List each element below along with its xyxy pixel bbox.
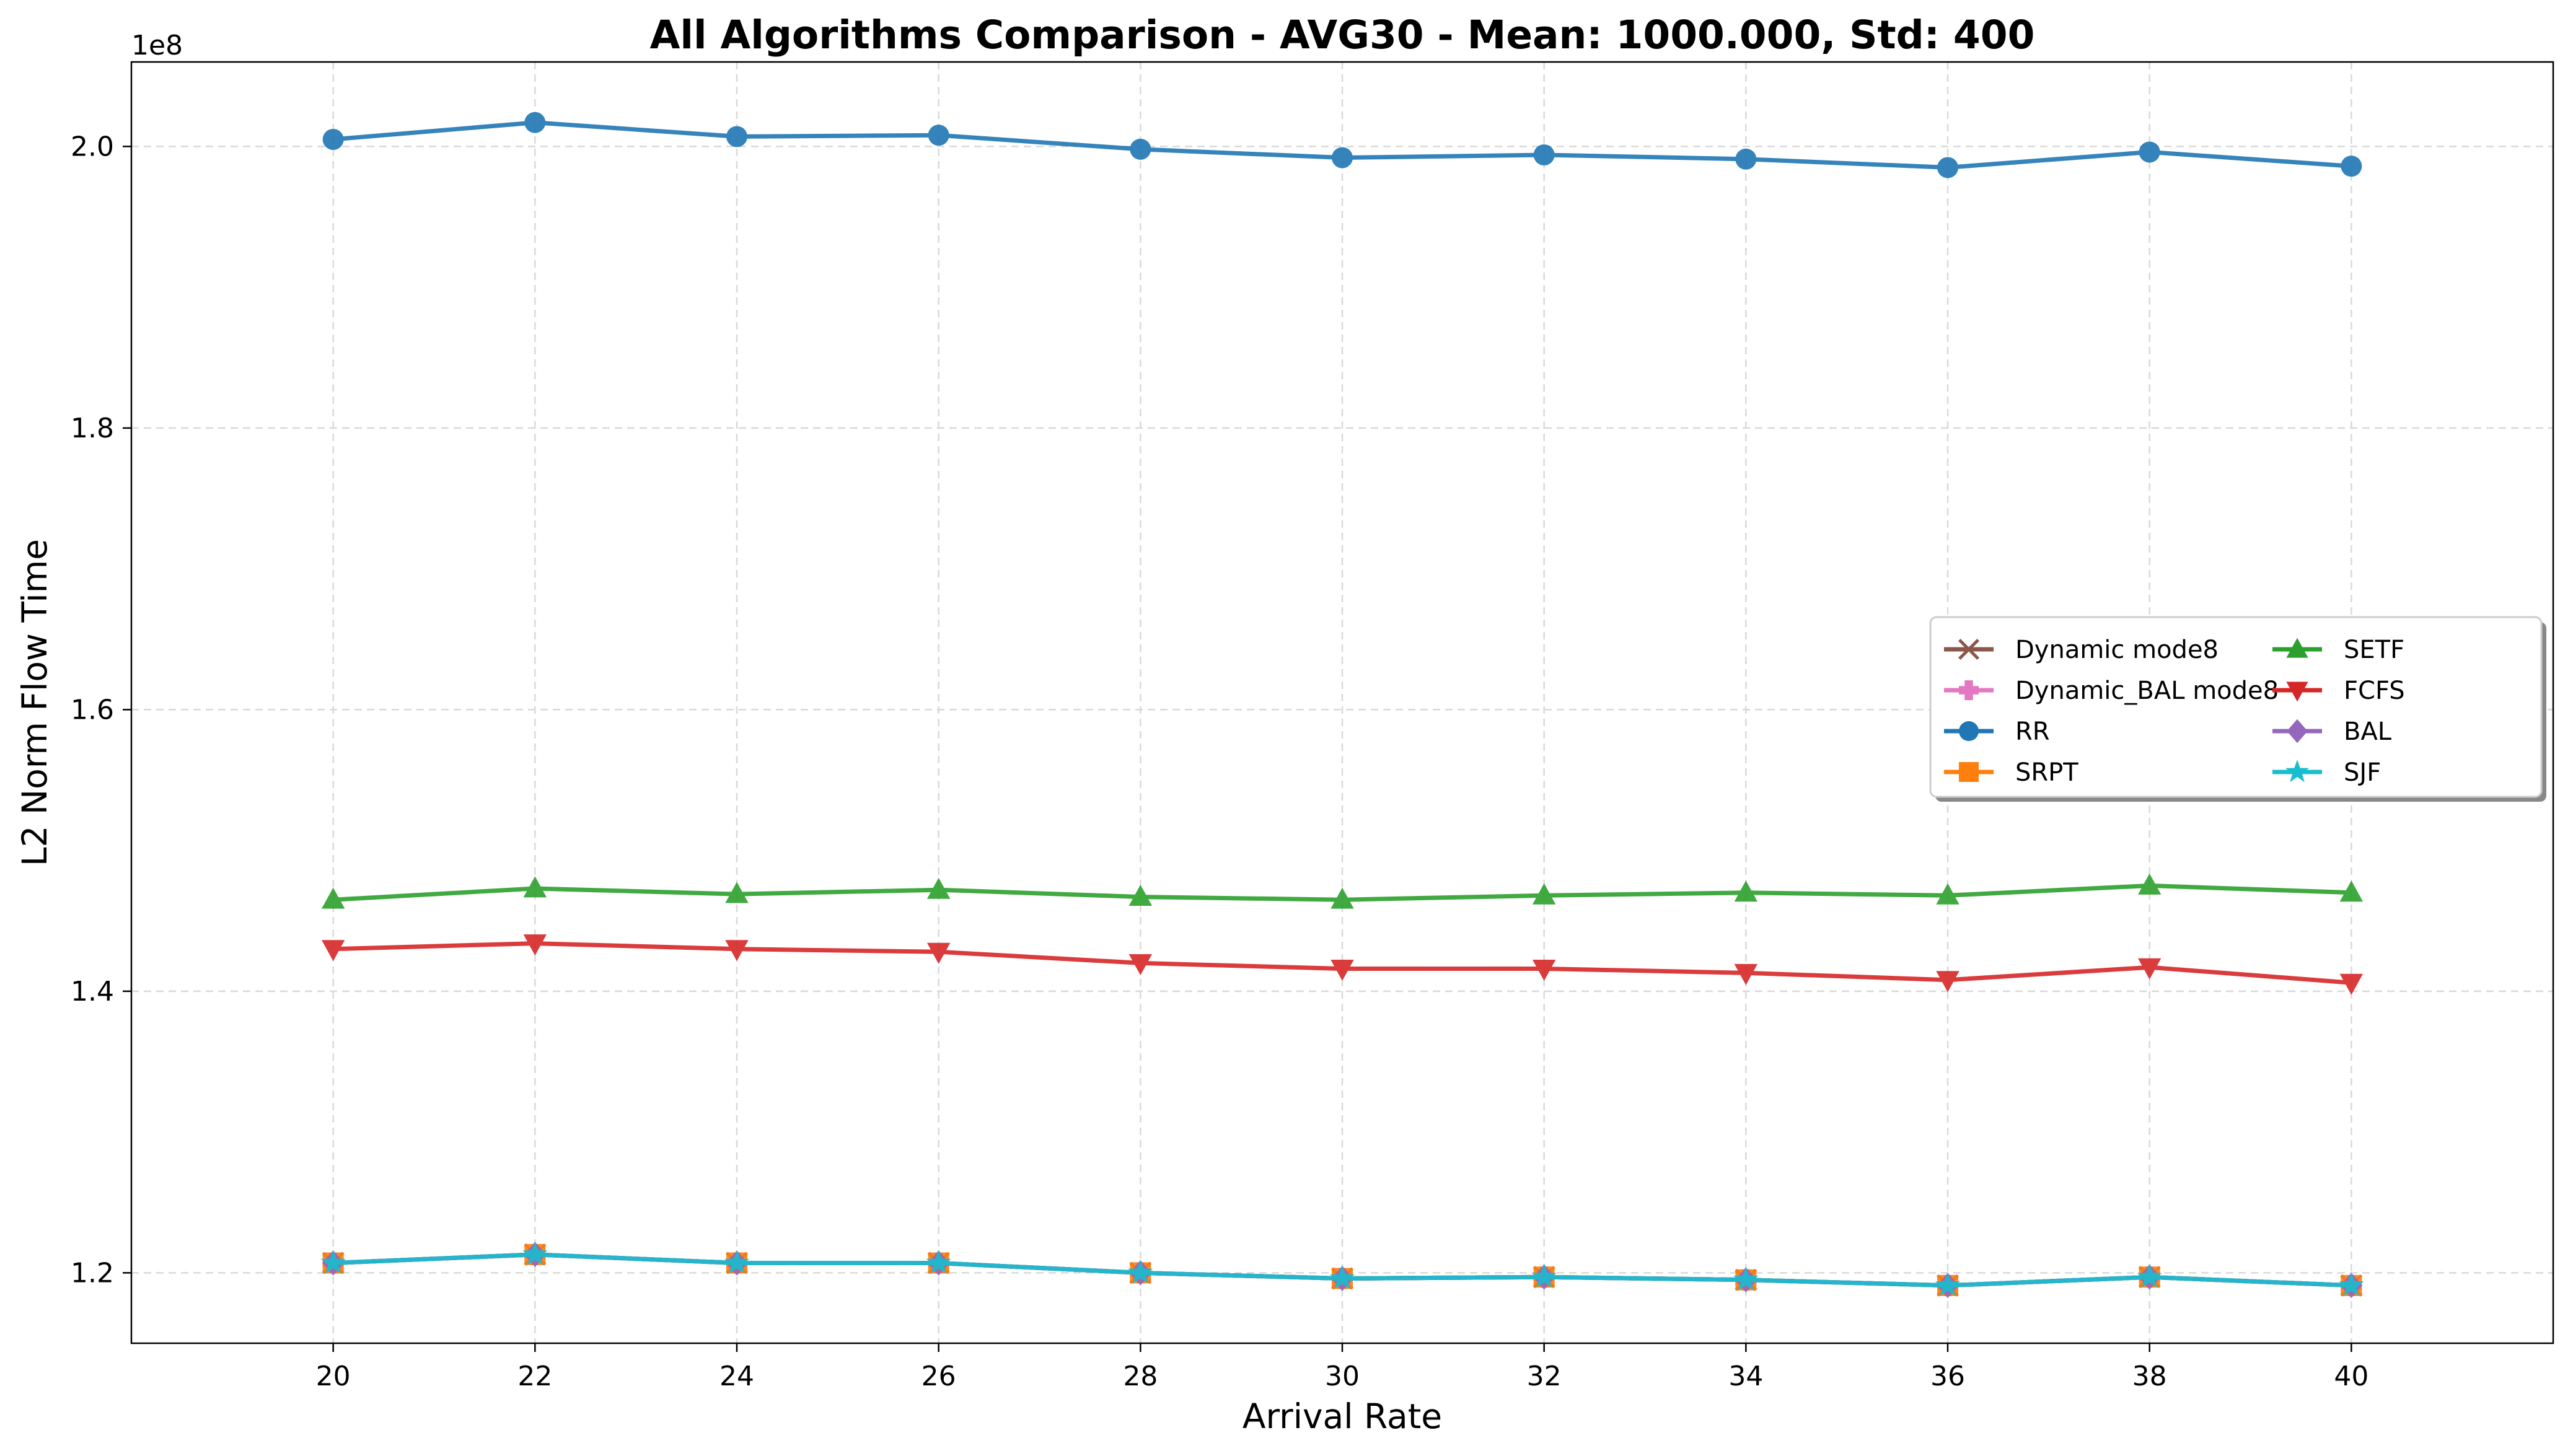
legend-item: SJF	[2272, 758, 2381, 787]
y-tick-label: 1.2	[71, 1257, 114, 1289]
x-tick-label: 36	[1930, 1361, 1965, 1392]
data-point	[524, 112, 546, 133]
data-point	[1128, 954, 1153, 975]
data-point	[2139, 141, 2160, 163]
data-point	[1329, 1265, 1355, 1289]
data-point	[1936, 883, 1959, 905]
data-point	[2339, 973, 2364, 995]
data-point	[1330, 887, 1354, 909]
data-point	[725, 882, 749, 903]
legend-box	[1929, 616, 2543, 798]
y-tick-label: 1.8	[71, 413, 114, 444]
series-setf	[321, 873, 2364, 909]
data-point	[725, 940, 749, 962]
legend-item: SETF	[2272, 636, 2404, 664]
data-point	[1531, 1263, 1557, 1288]
axis-ticks: 20 22 24 26 28 30 32 34 36 38 40 1.2 1.4 1.6 1.8 2.0	[71, 131, 2368, 1392]
data-point	[2339, 880, 2364, 902]
data-point	[1332, 147, 1353, 169]
data-point	[1533, 144, 1555, 165]
data-point	[726, 126, 747, 147]
data-point	[2137, 1263, 2162, 1288]
x-tick-label: 26	[921, 1361, 956, 1392]
data-point	[1130, 138, 1151, 160]
legend-item: FCFS	[2272, 677, 2405, 705]
legend-label: Dynamic_BAL mode8	[2015, 677, 2279, 705]
x-tick-label: 24	[719, 1361, 754, 1392]
data-point	[1937, 157, 1958, 178]
data-point	[926, 1250, 951, 1274]
data-point	[523, 934, 547, 956]
legend-label: RR	[2015, 717, 2050, 746]
data-point	[1733, 1266, 1759, 1291]
data-point	[1735, 148, 1757, 170]
legend-marker	[2286, 682, 2308, 702]
data-point	[1128, 1260, 1153, 1284]
legend-item: Dynamic_BAL mode8	[1944, 677, 2279, 705]
legend-label: SETF	[2344, 636, 2404, 664]
legend-marker	[1958, 639, 1979, 660]
series-rr	[322, 112, 2362, 178]
data-point	[926, 942, 951, 964]
series-sjf	[320, 1241, 2364, 1296]
data-point	[320, 1250, 346, 1274]
y-tick-label: 2.0	[71, 131, 114, 162]
data-point	[2137, 873, 2162, 895]
data-point	[2341, 156, 2362, 177]
data-point	[1935, 1272, 1961, 1296]
legend-marker	[2287, 719, 2308, 743]
series-layer	[320, 112, 2364, 1299]
data-point	[522, 1241, 548, 1265]
grid	[131, 62, 2553, 1343]
x-tick-label: 38	[2132, 1361, 2167, 1392]
y-tick-label: 1.4	[71, 976, 114, 1007]
legend-item: BAL	[2272, 717, 2392, 746]
data-point	[926, 877, 951, 899]
chart-title: All Algorithms Comparison - AVG30 - Mean…	[650, 12, 2035, 58]
legend-marker	[1959, 721, 1979, 741]
data-point	[2339, 1272, 2364, 1296]
y-axis-offset-label: 1e8	[131, 30, 183, 61]
legend-item: SRPT	[1944, 758, 2078, 787]
data-point	[928, 125, 949, 146]
data-point	[1936, 971, 1959, 993]
data-point	[322, 128, 344, 150]
x-tick-label: 28	[1123, 1361, 1158, 1392]
data-point	[1532, 883, 1556, 905]
legend-marker	[1959, 762, 1979, 782]
legend-label: Dynamic mode8	[2015, 636, 2219, 664]
legend-item: Dynamic mode8	[1944, 636, 2219, 664]
x-tick-label: 40	[2334, 1361, 2368, 1392]
legend-label: FCFS	[2344, 677, 2405, 705]
data-point	[1128, 885, 1153, 906]
x-tick-label: 30	[1325, 1361, 1360, 1392]
legend-label: SJF	[2344, 758, 2381, 787]
series-fcfs	[321, 934, 2364, 995]
y-tick-label: 1.6	[71, 694, 114, 726]
x-axis-label: Arrival Rate	[1243, 1397, 1442, 1436]
data-point	[321, 887, 345, 909]
data-point	[1532, 960, 1556, 981]
x-tick-label: 22	[517, 1361, 552, 1392]
legend-marker	[2286, 638, 2308, 658]
data-point	[1734, 963, 1758, 985]
data-point	[1330, 960, 1354, 981]
legend-label: SRPT	[2015, 758, 2078, 787]
legend-item: RR	[1944, 717, 2050, 746]
data-point	[523, 876, 547, 898]
legend-label: BAL	[2344, 717, 2392, 746]
x-tick-label: 34	[1728, 1361, 1763, 1392]
legend-marker	[2285, 760, 2309, 783]
data-point	[2137, 958, 2162, 980]
data-point	[321, 940, 345, 962]
x-tick-label: 32	[1527, 1361, 1562, 1392]
legend-marker	[1959, 680, 1979, 700]
data-point	[1734, 880, 1758, 902]
legend: Dynamic mode8 Dynamic_BAL mode8 RR SRPT SETF…	[1929, 616, 2546, 802]
x-tick-label: 20	[316, 1361, 351, 1392]
y-axis-label: L2 Norm Flow Time	[15, 539, 55, 866]
data-point	[724, 1250, 750, 1274]
